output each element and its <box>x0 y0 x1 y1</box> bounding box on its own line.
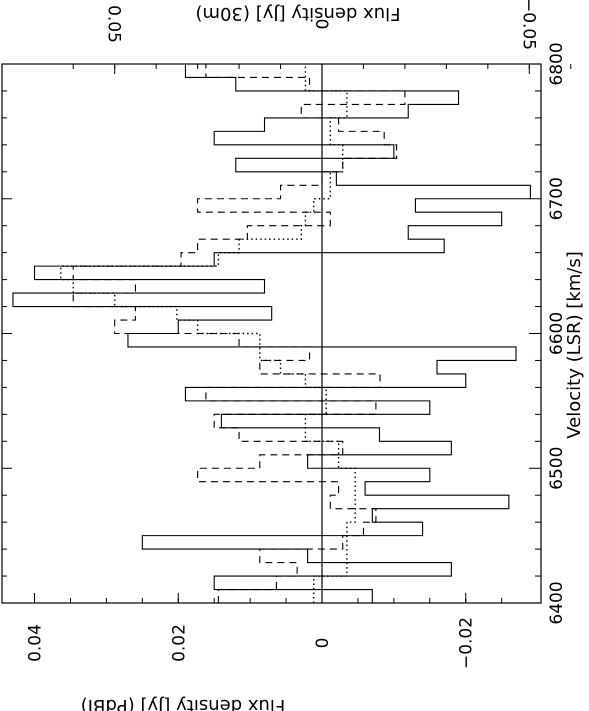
iram30m-axis-title: Flux density [Jy] (30m) <box>195 3 400 24</box>
tick-labels: 6400 6500 6600 6700 6800 0.04 0.02 0 −0.02 0.05 0 −… <box>26 0 567 669</box>
iram30m-tick-label: 0.05 <box>104 5 124 43</box>
pdbi-tick-label: 0 <box>313 638 333 649</box>
velocity-tick-label: 6700 <box>547 177 567 220</box>
pdbi-tick-label: 0.02 <box>169 624 189 662</box>
tick-marks <box>2 63 572 604</box>
velocity-tick-label: 6400 <box>547 581 567 624</box>
spectrum-dashed-1 <box>72 64 406 603</box>
velocity-tick-label: 6600 <box>547 312 567 355</box>
velocity-tick-label: 6500 <box>547 447 567 490</box>
pdbi-tick-label: 0.04 <box>26 624 46 662</box>
pdbi-axis-title: Flux density [Jy] (PdBI) <box>81 695 286 711</box>
iram30m-tick-label: 0 <box>311 19 331 30</box>
pdbi-tick-label: −0.02 <box>457 617 477 669</box>
iram30m-tick-label: −0.05 <box>518 0 538 50</box>
x-axis-title: Velocity (LSR) [km/s] <box>564 251 585 439</box>
series-layer <box>12 64 531 603</box>
velocity-tick-label: 6800 <box>547 42 567 85</box>
